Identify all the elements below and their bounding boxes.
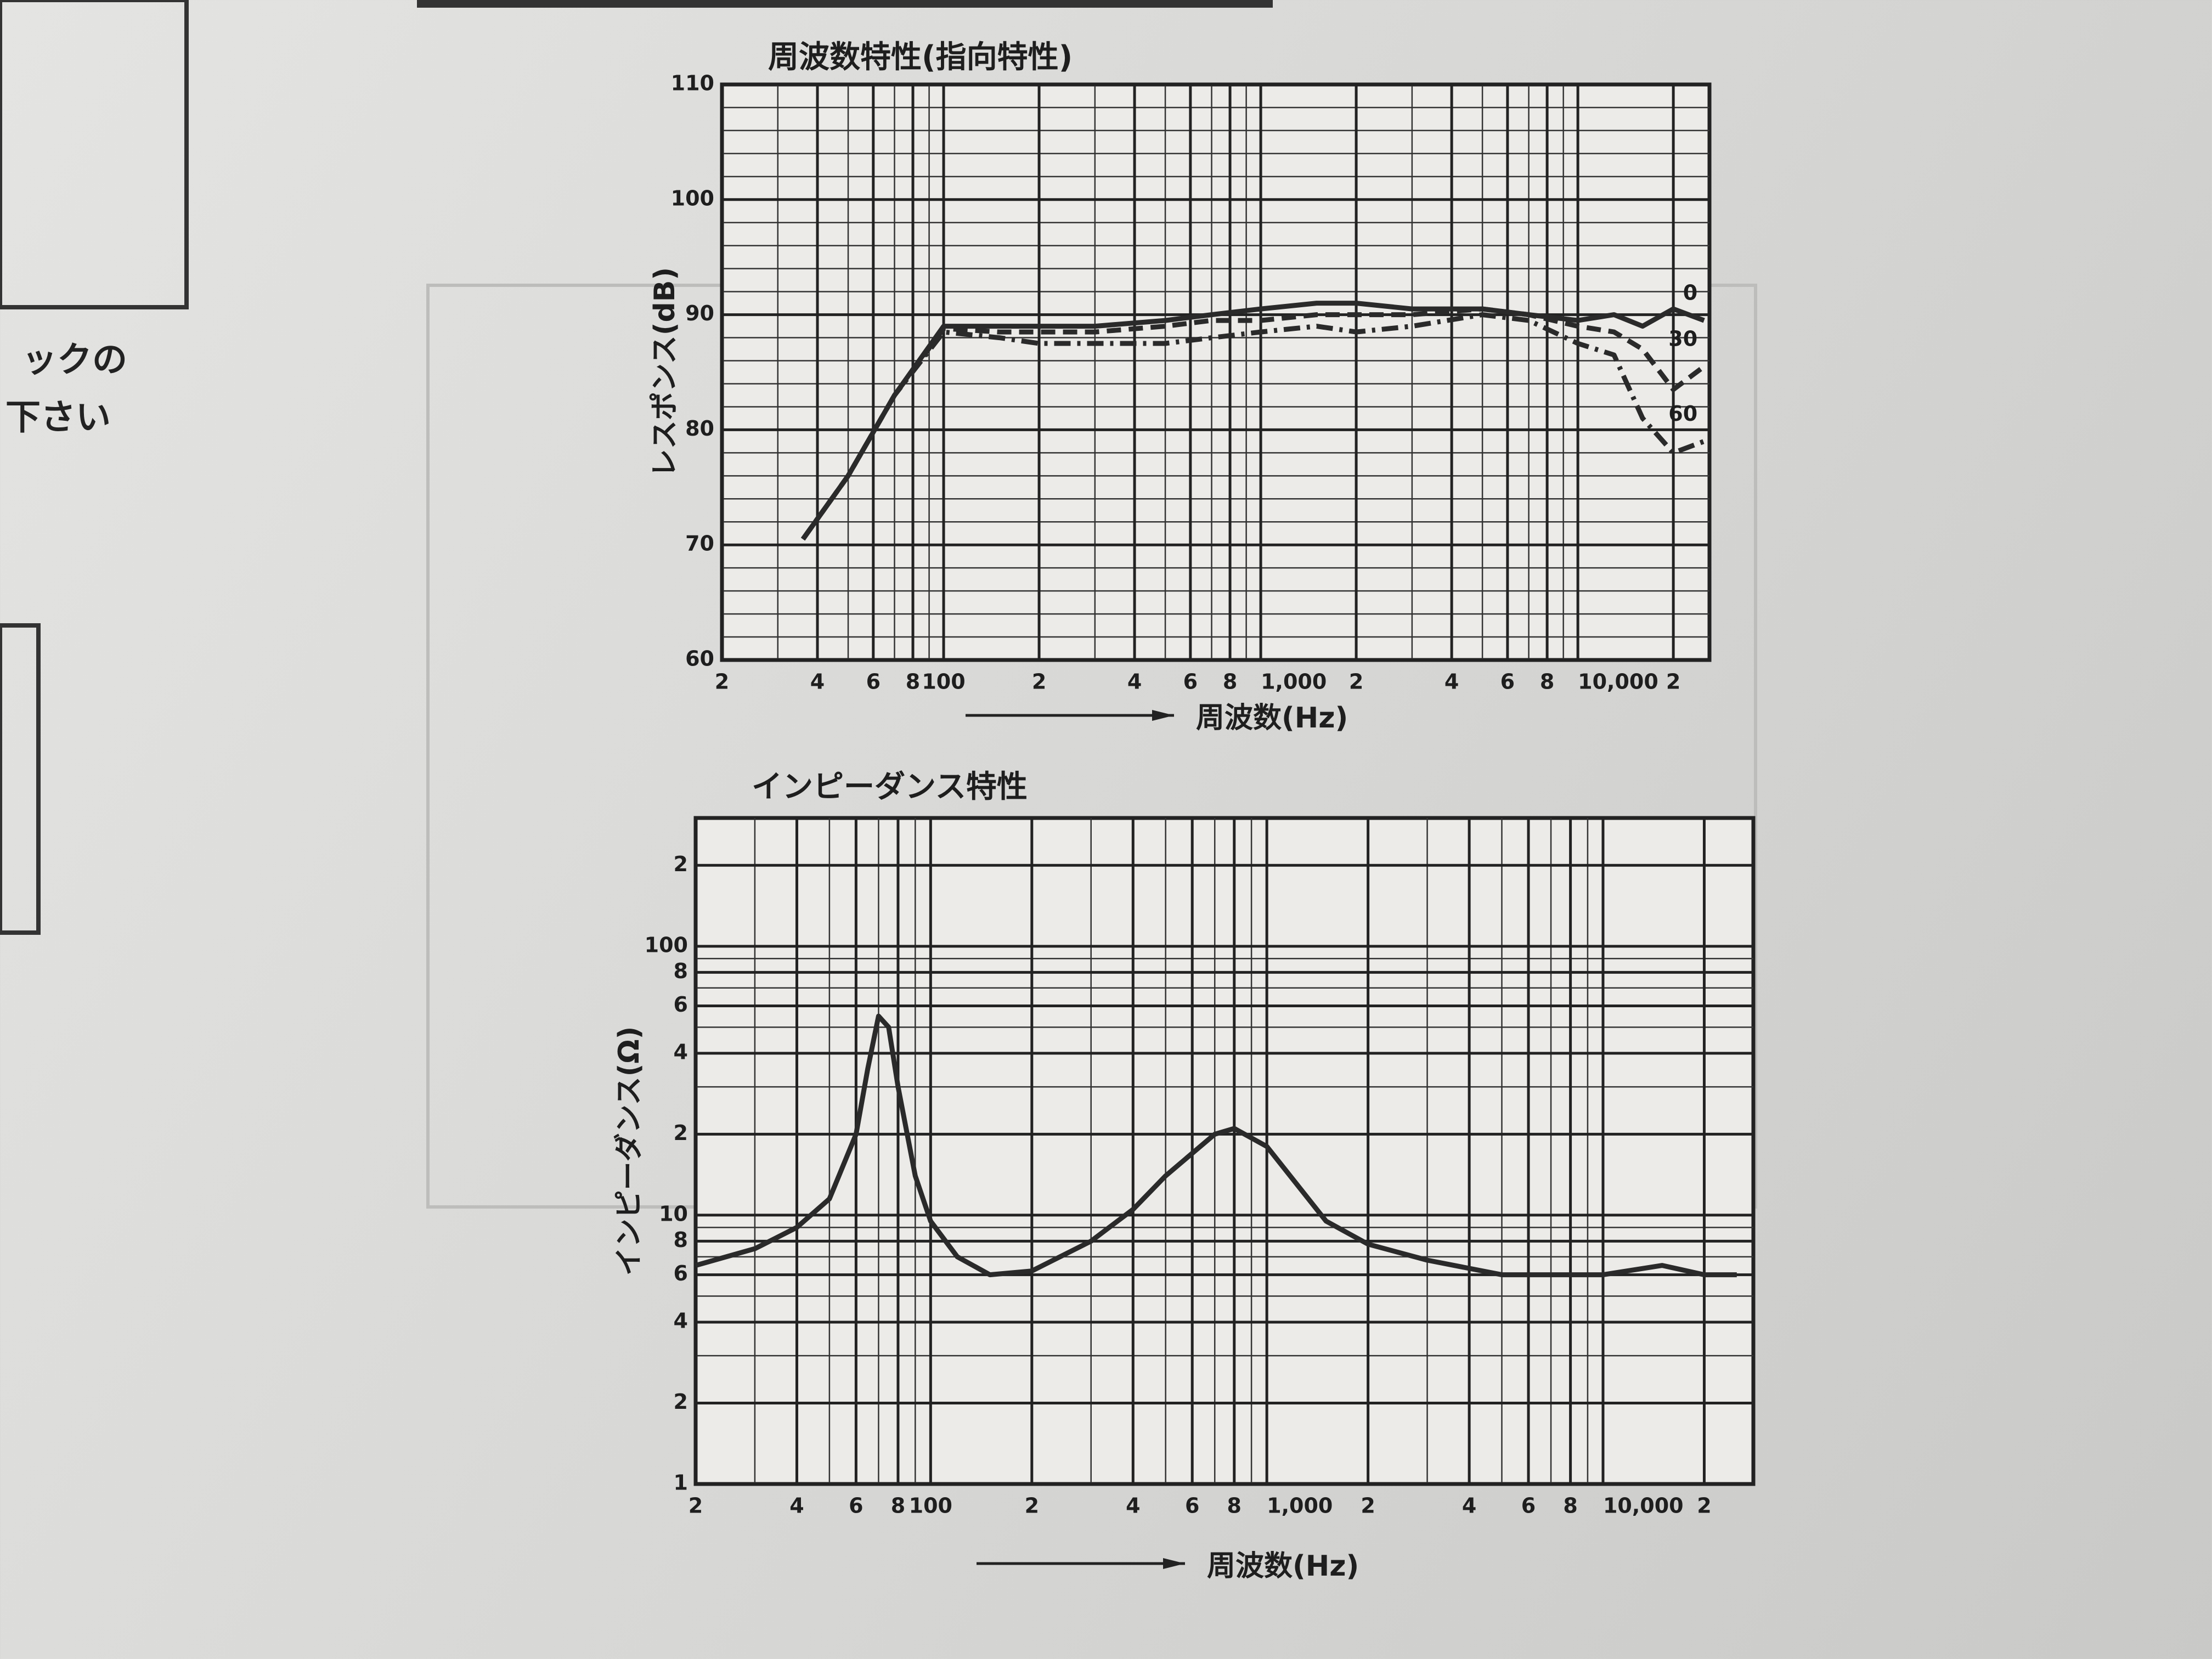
x-tick-label: 2 [715, 670, 729, 694]
chart-title: インピーダンス特性 [752, 769, 1028, 805]
y-tick-label: 100 [671, 186, 714, 210]
x-tick-label: 8 [1540, 670, 1554, 694]
series-label: 30 [1668, 327, 1697, 351]
y-tick-label: 80 [685, 416, 714, 441]
y-tick-label: 6 [674, 1261, 688, 1285]
margin-text: ックの [22, 340, 127, 381]
x-tick-label: 10,000 [1578, 670, 1658, 694]
series-line [695, 1013, 1737, 1278]
y-tick-label: 6 [674, 992, 688, 1017]
x-tick-label: 1,000 [1261, 670, 1327, 694]
y-tick-label: 2 [674, 1390, 688, 1414]
x-tick-label: 6 [849, 1494, 863, 1518]
series-label: 0 [1683, 281, 1697, 305]
x-tick-label: 1,000 [1267, 1494, 1333, 1518]
y-tick-label: 4 [674, 1308, 688, 1333]
x-tick-label: 6 [1521, 1494, 1536, 1518]
x-axis-label: 周波数(Hz) [1207, 1550, 1359, 1583]
x-tick-label: 2 [1349, 670, 1363, 694]
y-axis-label: インピーダンス(Ω) [613, 1026, 646, 1276]
x-tick-label: 4 [1444, 670, 1459, 694]
series-line [800, 301, 1705, 541]
x-tick-label: 2 [1032, 670, 1046, 694]
series-line [800, 306, 1706, 541]
x-tick-label: 4 [1126, 1494, 1140, 1518]
x-axis-label: 周波数(Hz) [1196, 702, 1348, 735]
x-tick-label: 8 [906, 670, 920, 694]
x-tick-label: 8 [1223, 670, 1237, 694]
plot-area [693, 816, 1756, 1486]
axis-arrowhead [1152, 710, 1174, 721]
plot-area [720, 82, 1712, 662]
x-tick-label: 4 [789, 1494, 804, 1518]
x-tick-label: 6 [866, 670, 881, 694]
y-tick-label: 2 [674, 1121, 688, 1145]
y-axis-label: レスポンス(dB) [648, 267, 681, 477]
y-tick-label: 60 [685, 647, 714, 671]
chart-title: 周波数特性(指向特性) [768, 40, 1073, 75]
side-box [0, 623, 41, 935]
x-tick-label: 2 [1697, 1494, 1711, 1518]
x-tick-label: 2 [689, 1494, 703, 1518]
y-tick-label: 110 [671, 71, 714, 95]
x-tick-label: 6 [1185, 1494, 1199, 1518]
x-tick-label: 4 [810, 670, 825, 694]
series-label: 60 [1668, 402, 1697, 426]
series-line [800, 312, 1705, 541]
y-tick-label: 4 [674, 1040, 688, 1064]
y-tick-label: 100 [645, 933, 688, 957]
y-tick-label: 2 [674, 852, 688, 876]
x-tick-label: 2 [1025, 1494, 1039, 1518]
y-tick-label: 8 [674, 959, 688, 983]
y-tick-label: 70 [685, 532, 714, 556]
y-tick-label: 8 [674, 1228, 688, 1252]
x-tick-label: 100 [909, 1494, 952, 1518]
side-box [0, 0, 189, 309]
x-tick-label: 100 [922, 670, 965, 694]
margin-text: 下さい [5, 398, 111, 438]
x-tick-label: 2 [1361, 1494, 1375, 1518]
x-tick-label: 6 [1500, 670, 1515, 694]
page-rule [417, 0, 1273, 8]
x-tick-label: 8 [891, 1494, 905, 1518]
y-tick-label: 10 [659, 1201, 688, 1226]
y-tick-label: 1 [674, 1471, 688, 1495]
x-tick-label: 8 [1227, 1494, 1242, 1518]
x-tick-label: 8 [1563, 1494, 1577, 1518]
x-tick-label: 2 [1666, 670, 1680, 694]
x-tick-label: 10,000 [1603, 1494, 1684, 1518]
x-tick-label: 4 [1127, 670, 1142, 694]
y-tick-label: 90 [685, 301, 714, 325]
x-tick-label: 4 [1462, 1494, 1476, 1518]
x-tick-label: 6 [1183, 670, 1198, 694]
axis-arrowhead [1163, 1558, 1185, 1569]
